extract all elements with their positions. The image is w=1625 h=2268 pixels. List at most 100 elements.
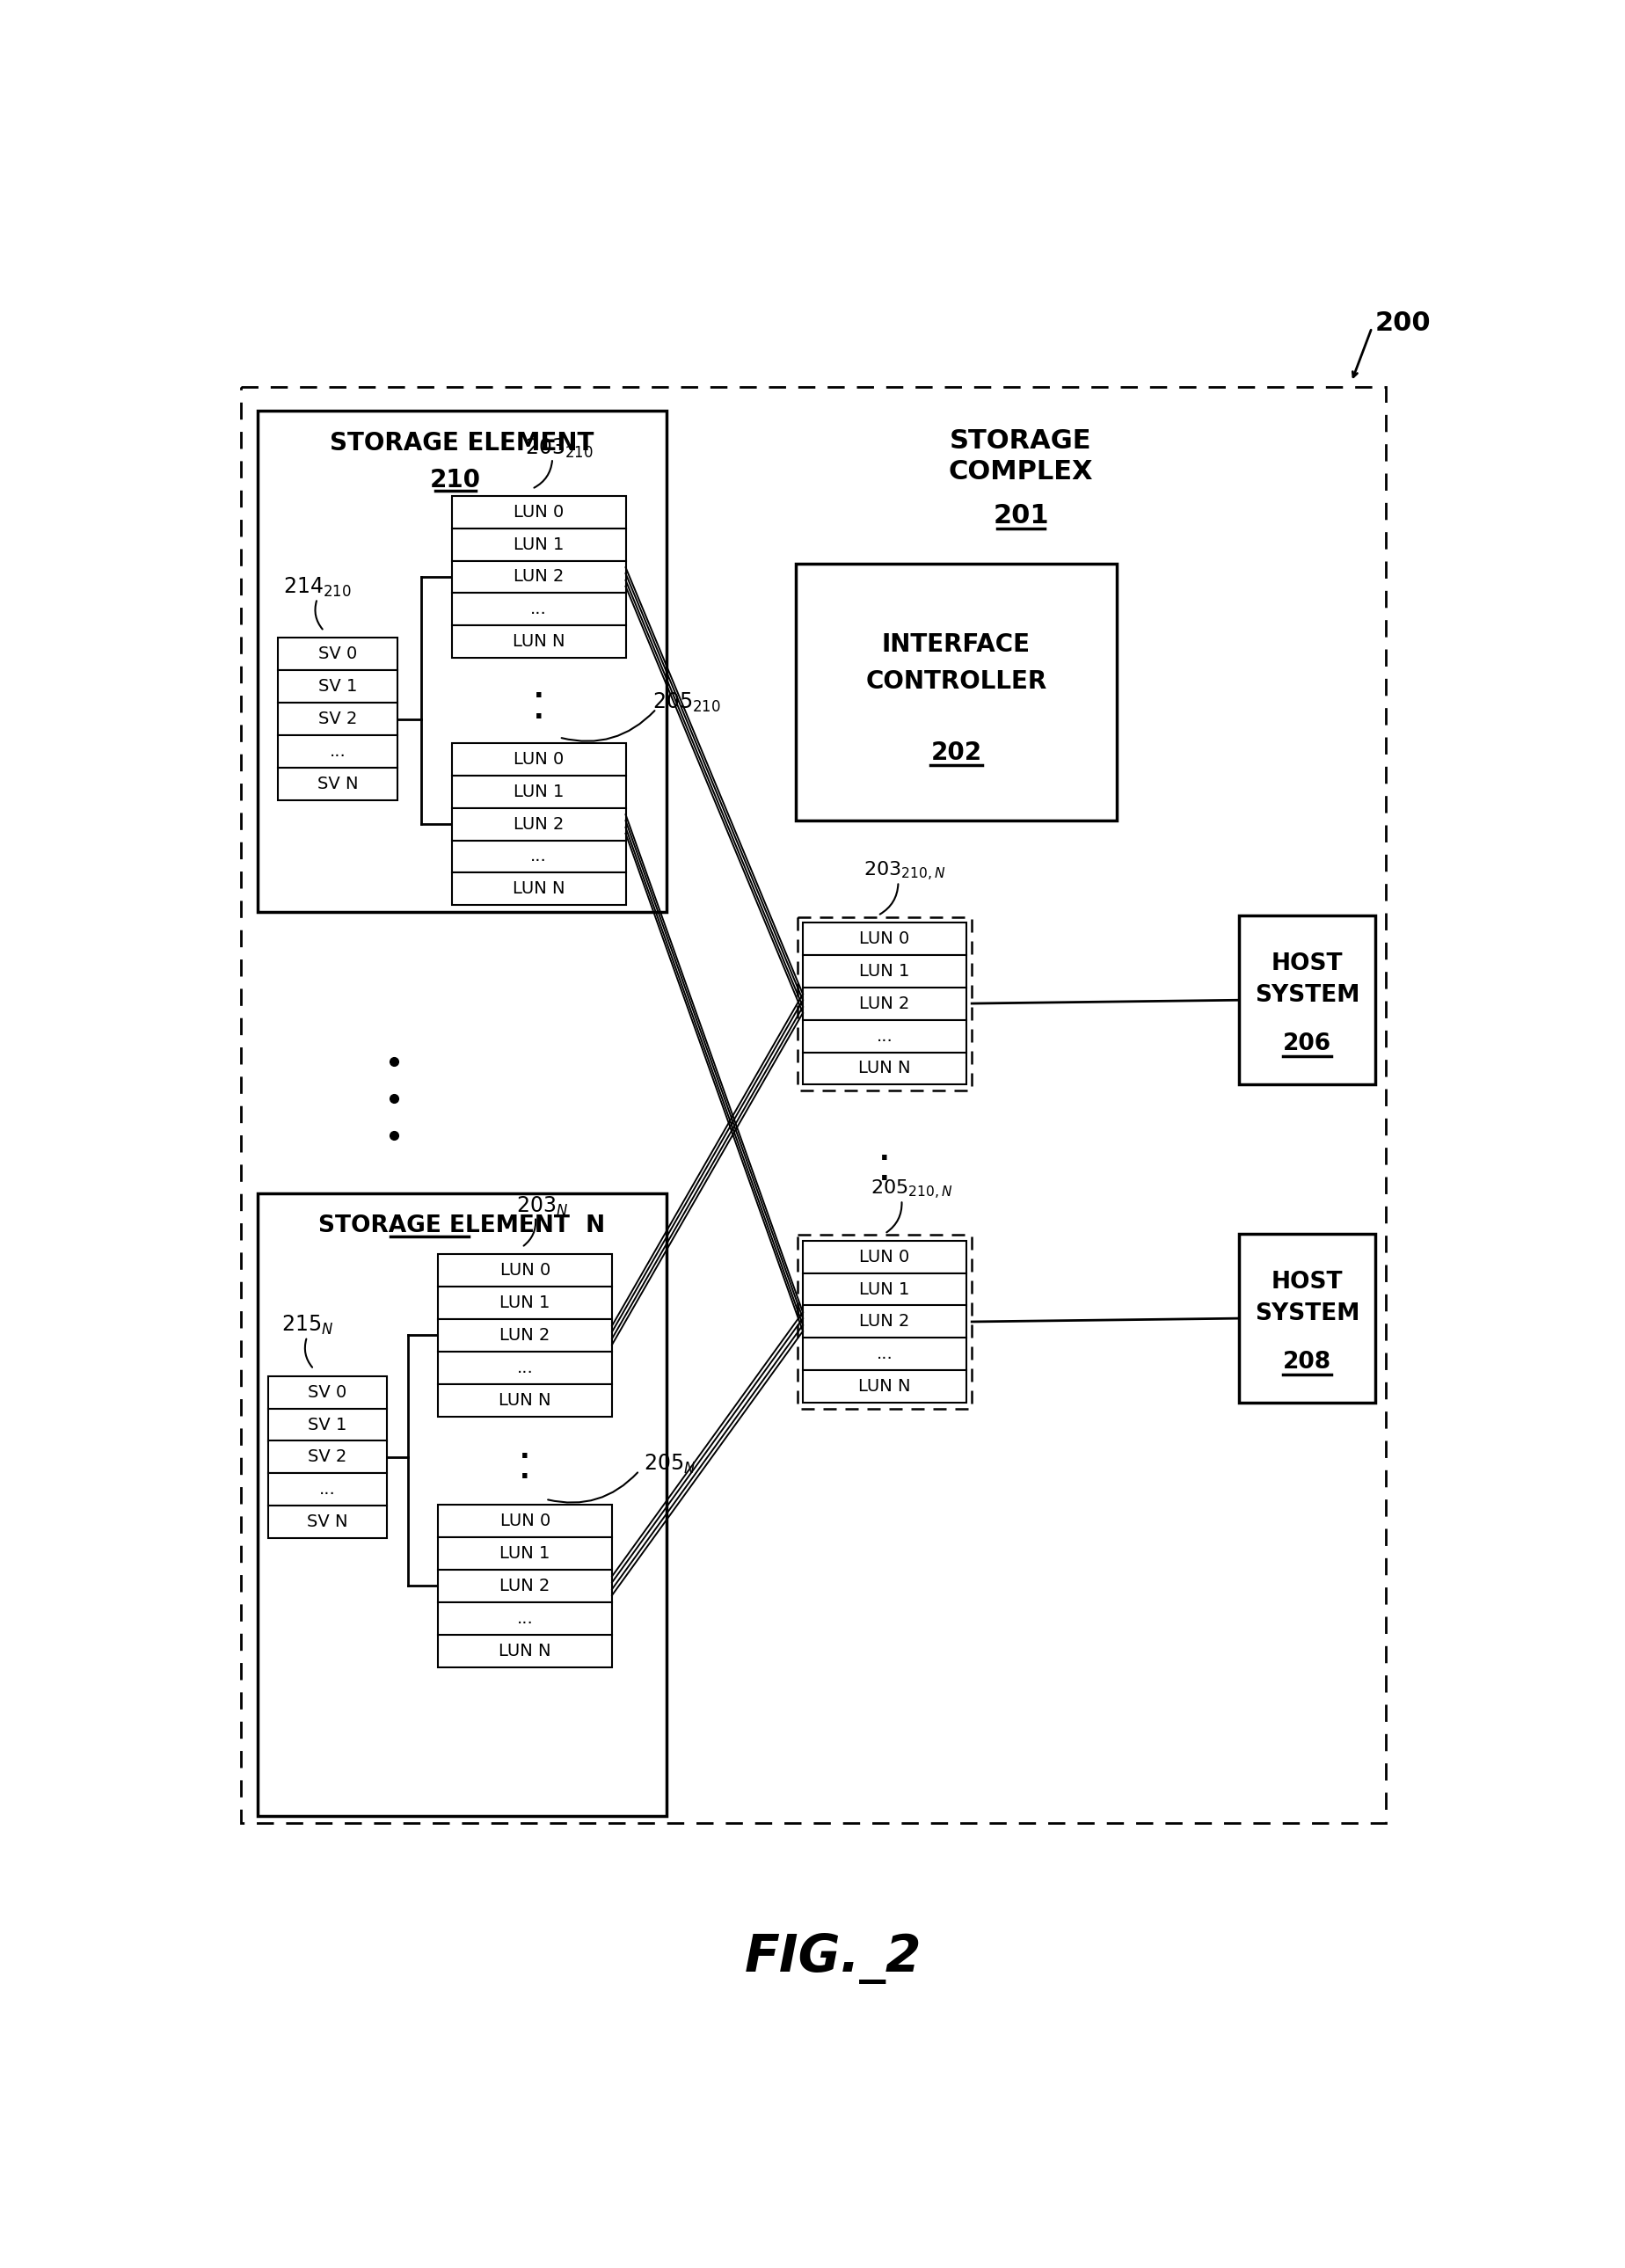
Text: LUN 1: LUN 1 (500, 1545, 551, 1563)
Bar (278, 769, 398, 801)
Bar (803, 1241, 967, 1272)
Text: COMPLEX: COMPLEX (949, 458, 1094, 485)
Text: HOST: HOST (1271, 953, 1342, 975)
Text: ...: ... (530, 601, 548, 617)
Bar (439, 1635, 613, 1667)
Bar (268, 1440, 387, 1474)
Bar (452, 528, 626, 560)
Bar (803, 923, 967, 955)
Bar (798, 916, 972, 1091)
Bar (268, 1506, 387, 1538)
Text: LUN 1: LUN 1 (514, 782, 564, 801)
Text: SV 1: SV 1 (318, 678, 358, 694)
Text: SYSTEM: SYSTEM (1254, 984, 1360, 1007)
Bar (439, 1320, 613, 1352)
Text: LUN 0: LUN 0 (514, 503, 564, 519)
Text: ...: ... (876, 1027, 892, 1043)
Text: LUN 0: LUN 0 (514, 751, 564, 767)
Bar (452, 560, 626, 594)
Text: LUN 2: LUN 2 (860, 996, 910, 1012)
Bar (452, 626, 626, 658)
Bar (258, 411, 666, 912)
Text: ...: ... (517, 1359, 533, 1377)
Text: $205_N$: $205_N$ (644, 1452, 695, 1476)
Text: LUN 2: LUN 2 (500, 1327, 551, 1343)
Bar (452, 839, 626, 873)
Text: .: . (520, 1458, 530, 1483)
Bar (452, 873, 626, 905)
Bar (452, 776, 626, 807)
Text: ...: ... (876, 1345, 892, 1363)
Text: ...: ... (330, 744, 346, 760)
Text: STORAGE: STORAGE (951, 429, 1092, 454)
Text: LUN N: LUN N (499, 1393, 551, 1408)
Text: LUN 0: LUN 0 (500, 1261, 551, 1279)
Text: 201: 201 (993, 503, 1048, 528)
Text: STORAGE ELEMENT  N: STORAGE ELEMENT N (318, 1213, 606, 1236)
Bar (452, 807, 626, 839)
Bar (803, 1338, 967, 1370)
Text: 208: 208 (1282, 1352, 1331, 1374)
Text: LUN N: LUN N (499, 1642, 551, 1660)
Bar (439, 1383, 613, 1418)
Bar (803, 1306, 967, 1338)
Text: $203_{210,N}$: $203_{210,N}$ (864, 860, 946, 882)
Text: HOST: HOST (1271, 1270, 1342, 1295)
Text: LUN N: LUN N (512, 633, 565, 651)
Bar (439, 1504, 613, 1538)
Bar (803, 1272, 967, 1306)
Text: SV 1: SV 1 (309, 1415, 348, 1433)
Bar (439, 1601, 613, 1635)
Bar (439, 1254, 613, 1286)
Text: 210: 210 (429, 467, 481, 492)
Bar (452, 497, 626, 528)
Text: LUN 1: LUN 1 (860, 962, 910, 980)
Bar (452, 594, 626, 626)
Bar (803, 1370, 967, 1404)
Bar (439, 1569, 613, 1601)
Text: SV N: SV N (317, 776, 358, 792)
Bar (803, 955, 967, 987)
Bar (1238, 916, 1375, 1084)
Text: LUN 2: LUN 2 (860, 1313, 910, 1329)
Text: .: . (533, 678, 544, 703)
Text: SV 0: SV 0 (309, 1383, 348, 1402)
Text: $203_{210}$: $203_{210}$ (525, 438, 593, 460)
Bar (268, 1474, 387, 1506)
Text: SV 2: SV 2 (309, 1449, 348, 1465)
Text: LUN 2: LUN 2 (514, 816, 564, 832)
Bar (439, 1286, 613, 1320)
Text: $205_{210,N}$: $205_{210,N}$ (871, 1177, 952, 1202)
Text: ...: ... (530, 848, 548, 864)
Bar (803, 987, 967, 1021)
Text: SV 0: SV 0 (318, 646, 358, 662)
Bar (1238, 1234, 1375, 1404)
Text: .: . (520, 1438, 530, 1463)
Text: LUN 0: LUN 0 (500, 1513, 551, 1529)
Bar (452, 744, 626, 776)
Text: .: . (879, 1159, 890, 1186)
Bar (803, 1052, 967, 1084)
Text: 206: 206 (1282, 1032, 1331, 1055)
Text: LUN 0: LUN 0 (860, 930, 910, 946)
Text: $205_{210}$: $205_{210}$ (653, 692, 722, 714)
Text: LUN N: LUN N (858, 1059, 910, 1077)
Text: .: . (533, 699, 544, 723)
Bar (258, 1193, 666, 1817)
Text: LUN 1: LUN 1 (500, 1295, 551, 1311)
Bar (278, 637, 398, 671)
Text: LUN N: LUN N (858, 1379, 910, 1395)
Bar (268, 1408, 387, 1440)
Text: LUN 2: LUN 2 (514, 569, 564, 585)
Bar (439, 1538, 613, 1569)
Bar (278, 735, 398, 769)
Bar (798, 1236, 972, 1408)
Text: INTERFACE: INTERFACE (882, 633, 1030, 658)
Bar (803, 1021, 967, 1052)
Text: LUN 1: LUN 1 (860, 1281, 910, 1297)
Text: CONTROLLER: CONTROLLER (866, 669, 1046, 694)
Text: LUN N: LUN N (512, 880, 565, 898)
Text: ...: ... (517, 1610, 533, 1626)
Text: $214_{210}$: $214_{210}$ (283, 576, 351, 599)
Text: $215_N$: $215_N$ (281, 1313, 333, 1336)
